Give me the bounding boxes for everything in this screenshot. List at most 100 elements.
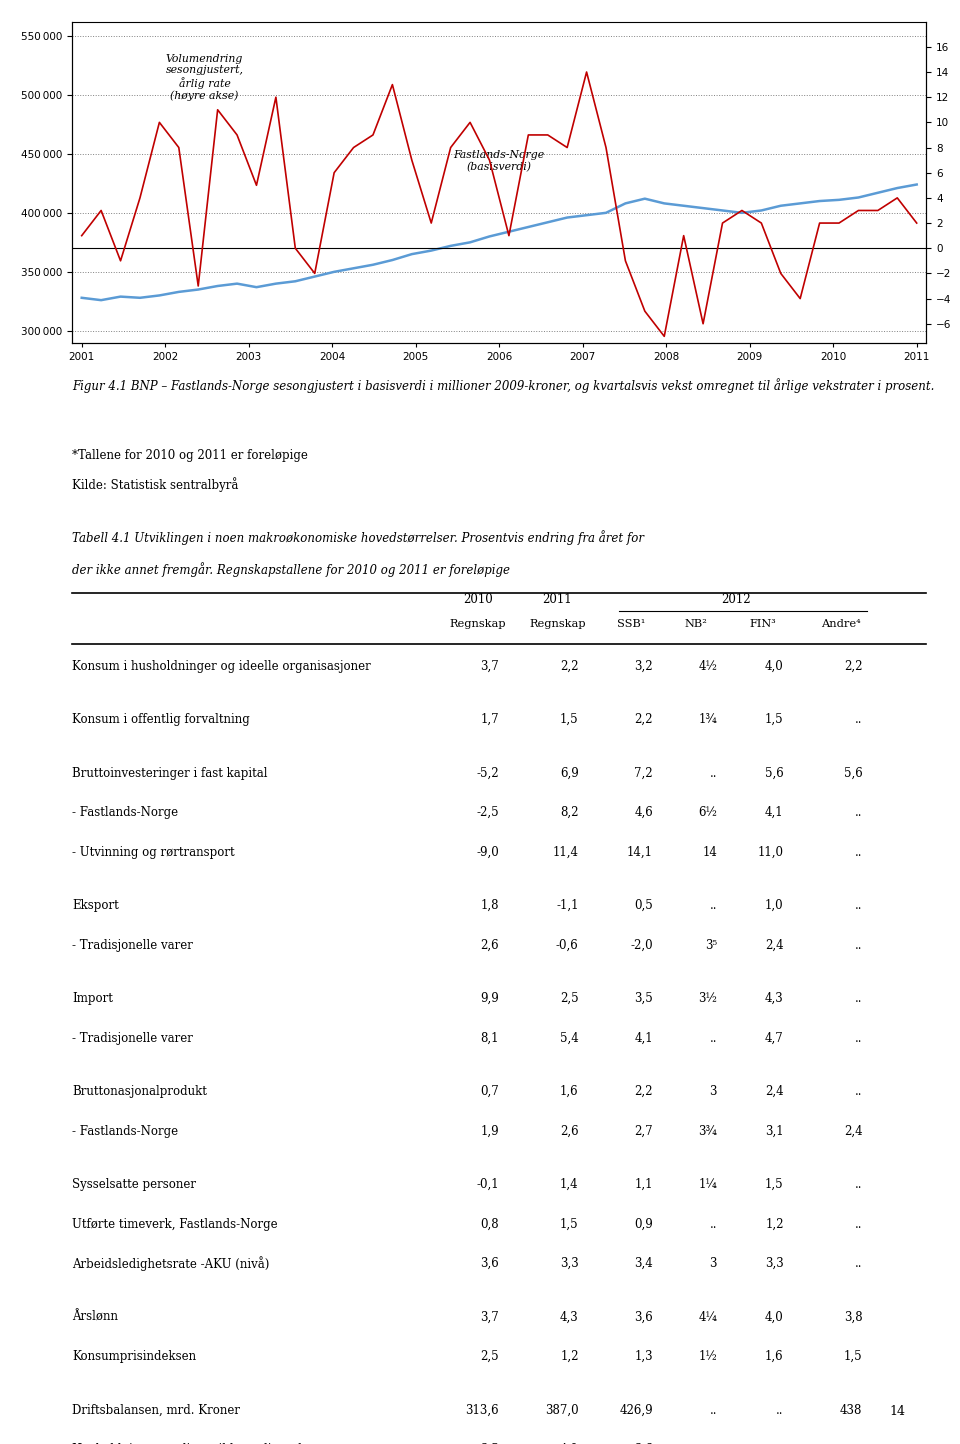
Text: *Tallene for 2010 og 2011 er foreløpige: *Tallene for 2010 og 2011 er foreløpige <box>72 449 308 462</box>
Text: 1,8: 1,8 <box>481 900 499 913</box>
Text: ..: .. <box>854 806 862 819</box>
Text: 4,1: 4,1 <box>635 1031 653 1044</box>
Text: 4¼: 4¼ <box>698 1311 717 1324</box>
Text: - Utvinning og rørtransport: - Utvinning og rørtransport <box>72 846 234 859</box>
Text: ..: .. <box>854 713 862 726</box>
Text: Tabell 4.1 Utviklingen i noen makroøkonomiske hovedstørrelser. Prosentvis endrin: Tabell 4.1 Utviklingen i noen makroøkono… <box>72 530 644 544</box>
Text: 2,2: 2,2 <box>635 713 653 726</box>
Text: 2,2: 2,2 <box>844 660 862 673</box>
Text: 1,5: 1,5 <box>560 713 579 726</box>
Text: 1,5: 1,5 <box>844 1350 862 1363</box>
Text: ..: .. <box>709 900 717 913</box>
Text: 2,4: 2,4 <box>765 939 783 952</box>
Text: 9,9: 9,9 <box>480 992 499 1005</box>
Text: Årslønn: Årslønn <box>72 1311 118 1324</box>
Text: Arbeidsledighetsrate -AKU (nivå): Arbeidsledighetsrate -AKU (nivå) <box>72 1256 270 1271</box>
Text: Regnskap: Regnskap <box>449 619 506 630</box>
Text: ..: .. <box>709 1031 717 1044</box>
Text: SSB¹: SSB¹ <box>617 619 646 630</box>
Text: 2,5: 2,5 <box>481 1350 499 1363</box>
Text: 3,3: 3,3 <box>765 1256 783 1269</box>
Text: 0,5: 0,5 <box>635 900 653 913</box>
Text: 4,7: 4,7 <box>765 1031 783 1044</box>
Text: 313,6: 313,6 <box>466 1404 499 1417</box>
Text: Konsum i offentlig forvaltning: Konsum i offentlig forvaltning <box>72 713 250 726</box>
Text: ..: .. <box>709 767 717 780</box>
Text: 1½: 1½ <box>698 1350 717 1363</box>
Text: 3,1: 3,1 <box>765 1125 783 1138</box>
Text: Figur 4.1 BNP – Fastlands-Norge sesongjustert i basisverdi i millioner 2009-kron: Figur 4.1 BNP – Fastlands-Norge sesongju… <box>72 378 934 393</box>
Text: ..: .. <box>854 939 862 952</box>
Text: 2,7: 2,7 <box>635 1125 653 1138</box>
Text: 3,6: 3,6 <box>635 1311 653 1324</box>
Text: 1,5: 1,5 <box>765 713 783 726</box>
Text: Fastlands-Norge
(basisverdi): Fastlands-Norge (basisverdi) <box>454 150 544 172</box>
Text: 3⁵: 3⁵ <box>705 939 717 952</box>
Text: -2,5: -2,5 <box>476 806 499 819</box>
Text: 3½: 3½ <box>698 992 717 1005</box>
Text: Bruttoinvesteringer i fast kapital: Bruttoinvesteringer i fast kapital <box>72 767 268 780</box>
Text: 11,4: 11,4 <box>553 846 579 859</box>
Text: 2,4: 2,4 <box>765 1086 783 1099</box>
Text: 1,4: 1,4 <box>560 1178 579 1191</box>
Text: 0,7: 0,7 <box>480 1086 499 1099</box>
Text: 3: 3 <box>709 1256 717 1269</box>
Text: 1,7: 1,7 <box>481 713 499 726</box>
Text: 1,2: 1,2 <box>765 1217 783 1230</box>
Text: - Fastlands-Norge: - Fastlands-Norge <box>72 1125 179 1138</box>
Text: ..: .. <box>709 1217 717 1230</box>
Text: der ikke annet fremgår. Regnskapstallene for 2010 og 2011 er foreløpige: der ikke annet fremgår. Regnskapstallene… <box>72 562 510 578</box>
Text: Utførte timeverk, Fastlands-Norge: Utførte timeverk, Fastlands-Norge <box>72 1217 277 1230</box>
Text: -0,6: -0,6 <box>556 939 579 952</box>
Text: 1,0: 1,0 <box>765 900 783 913</box>
Text: 426,9: 426,9 <box>619 1404 653 1417</box>
Text: ..: .. <box>854 1217 862 1230</box>
Text: - Tradisjonelle varer: - Tradisjonelle varer <box>72 1031 193 1044</box>
Text: Kilde: Statistisk sentralbyrå: Kilde: Statistisk sentralbyrå <box>72 477 238 491</box>
Text: 7,2: 7,2 <box>635 767 653 780</box>
Text: 5,4: 5,4 <box>560 1031 579 1044</box>
Text: 2,6: 2,6 <box>560 1125 579 1138</box>
Text: 0,8: 0,8 <box>481 1217 499 1230</box>
Text: - Fastlands-Norge: - Fastlands-Norge <box>72 806 179 819</box>
Text: 11,0: 11,0 <box>757 846 783 859</box>
Text: -1,1: -1,1 <box>556 900 579 913</box>
Text: 3,2: 3,2 <box>635 660 653 673</box>
Text: 2011: 2011 <box>542 593 572 606</box>
Text: 387,0: 387,0 <box>545 1404 579 1417</box>
Text: 3,7: 3,7 <box>480 660 499 673</box>
Text: 4,3: 4,3 <box>560 1311 579 1324</box>
Text: 14,1: 14,1 <box>627 846 653 859</box>
Text: Import: Import <box>72 992 113 1005</box>
Text: 1¾: 1¾ <box>698 713 717 726</box>
Text: ..: .. <box>777 1404 783 1417</box>
Text: Driftsbalansen, mrd. Kroner: Driftsbalansen, mrd. Kroner <box>72 1404 240 1417</box>
Text: 1¼: 1¼ <box>698 1178 717 1191</box>
Text: 2,4: 2,4 <box>844 1125 862 1138</box>
Text: 1,3: 1,3 <box>635 1350 653 1363</box>
Text: Volumendring
sesongjustert,
årlig rate
(høyre akse): Volumendring sesongjustert, årlig rate (… <box>165 53 244 101</box>
Text: ..: .. <box>709 1404 717 1417</box>
Text: -9,0: -9,0 <box>476 846 499 859</box>
Text: 14: 14 <box>702 846 717 859</box>
Text: 3,6: 3,6 <box>480 1256 499 1269</box>
Text: 1,6: 1,6 <box>560 1086 579 1099</box>
Text: 1,5: 1,5 <box>765 1178 783 1191</box>
Text: 3¾: 3¾ <box>698 1125 717 1138</box>
Text: 3,8: 3,8 <box>844 1311 862 1324</box>
Text: 1,1: 1,1 <box>635 1178 653 1191</box>
Text: 8,2: 8,2 <box>560 806 579 819</box>
Text: 4,0: 4,0 <box>765 1311 783 1324</box>
Text: ..: .. <box>854 1256 862 1269</box>
Text: -5,2: -5,2 <box>476 767 499 780</box>
Text: 6,9: 6,9 <box>560 767 579 780</box>
Text: 3,4: 3,4 <box>635 1256 653 1269</box>
Text: Eksport: Eksport <box>72 900 119 913</box>
Text: NB²: NB² <box>684 619 708 630</box>
Text: 1,6: 1,6 <box>765 1350 783 1363</box>
Text: Sysselsatte personer: Sysselsatte personer <box>72 1178 196 1191</box>
Text: -2,0: -2,0 <box>631 939 653 952</box>
Text: 5,6: 5,6 <box>765 767 783 780</box>
Text: 1,9: 1,9 <box>481 1125 499 1138</box>
Text: 1,5: 1,5 <box>560 1217 579 1230</box>
